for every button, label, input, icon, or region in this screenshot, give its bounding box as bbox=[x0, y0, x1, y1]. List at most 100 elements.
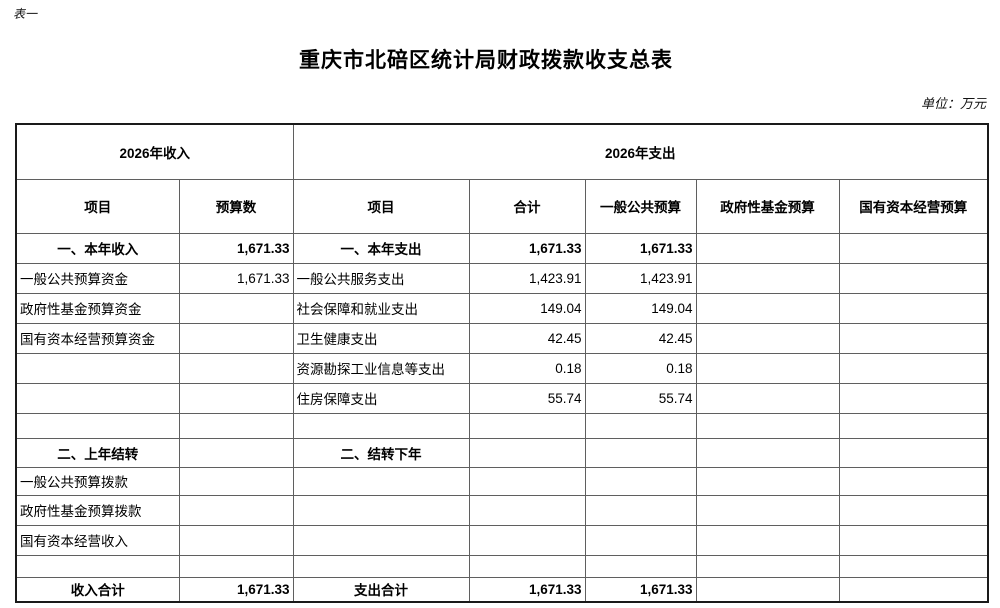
expense-item-cell: 卫生健康支出 bbox=[292, 322, 470, 354]
expense-item-cell: 资源勘探工业信息等支出 bbox=[292, 352, 470, 384]
expense-item-cell bbox=[292, 524, 470, 556]
income-amount-cell: 1,671.33 bbox=[178, 262, 294, 294]
expense-general-budget-cell: 149.04 bbox=[584, 292, 697, 324]
income-amount-cell bbox=[178, 524, 294, 556]
expense-item-header: 项目 bbox=[292, 178, 470, 234]
budget-summary-table: 2026年收入 2026年支出 项目 预算数 项目 合计 一般公共预算 政府性基… bbox=[15, 123, 990, 603]
expense-total-cell: 0.18 bbox=[468, 352, 586, 384]
income-item-cell: 政府性基金预算拨款 bbox=[15, 494, 180, 526]
expense-total-cell bbox=[468, 554, 586, 578]
page-title: 重庆市北碚区统计局财政拨款收支总表 bbox=[299, 49, 673, 72]
table-row: 一、本年收入 1,671.33 一、本年支出 1,671.33 1,671.33 bbox=[15, 232, 989, 264]
expense-statecapital-budget-cell bbox=[838, 524, 989, 556]
table-row: 国有资本经营预算资金 卫生健康支出 42.45 42.45 bbox=[15, 322, 989, 354]
expense-statecapital-budget-cell bbox=[838, 466, 989, 496]
expense-total-cell bbox=[468, 524, 586, 556]
expense-govfund-budget-cell bbox=[695, 322, 840, 354]
expense-statecapital-budget-cell bbox=[838, 437, 989, 468]
expense-total-cell: 149.04 bbox=[468, 292, 586, 324]
expense-statecapital-budget-cell bbox=[838, 352, 989, 384]
income-item-cell bbox=[15, 352, 180, 384]
expense-govfund-budget-cell bbox=[695, 412, 840, 439]
expense-govfund-budget-cell bbox=[695, 352, 840, 384]
expense-general-budget-cell: 0.18 bbox=[584, 352, 697, 384]
income-group-header: 2026年收入 bbox=[15, 123, 294, 180]
expense-general-budget-cell bbox=[584, 494, 697, 526]
income-amount-cell bbox=[178, 412, 294, 439]
expense-govfund-budget-cell bbox=[695, 494, 840, 526]
table-row: 政府性基金预算资金 社会保障和就业支出 149.04 149.04 bbox=[15, 292, 989, 324]
expense-total-cell: 1,671.33 bbox=[468, 576, 586, 603]
expense-govfund-budget-cell bbox=[695, 554, 840, 578]
income-item-cell: 一般公共预算资金 bbox=[15, 262, 180, 294]
income-item-cell: 国有资本经营预算资金 bbox=[15, 322, 180, 354]
income-amount-cell bbox=[178, 292, 294, 324]
income-item-cell: 政府性基金预算资金 bbox=[15, 292, 180, 324]
income-amount-cell bbox=[178, 352, 294, 384]
expense-govfund-budget-cell bbox=[695, 382, 840, 414]
expense-total-cell: 1,671.33 bbox=[468, 232, 586, 264]
expense-general-budget-cell: 1,423.91 bbox=[584, 262, 697, 294]
expense-statecapital-budget-cell bbox=[838, 576, 989, 603]
income-amount-cell bbox=[178, 554, 294, 578]
expense-item-cell bbox=[292, 554, 470, 578]
expense-item-cell: 二、结转下年 bbox=[292, 437, 470, 468]
expense-govfund-budget-cell bbox=[695, 437, 840, 468]
table-corner-label: 表一 bbox=[13, 7, 38, 21]
expense-govfund-budget-header: 政府性基金预算 bbox=[695, 178, 840, 234]
income-amount-cell bbox=[178, 322, 294, 354]
column-header-row: 项目 预算数 项目 合计 一般公共预算 政府性基金预算 国有资本经营预算 bbox=[15, 178, 989, 234]
income-budget-header: 预算数 bbox=[178, 178, 294, 234]
income-item-cell bbox=[15, 382, 180, 414]
expense-general-budget-cell bbox=[584, 466, 697, 496]
table-row: 一般公共预算拨款 bbox=[15, 466, 989, 496]
expense-statecapital-budget-cell bbox=[838, 292, 989, 324]
income-item-cell: 国有资本经营收入 bbox=[15, 524, 180, 556]
expense-general-budget-cell bbox=[584, 412, 697, 439]
expense-govfund-budget-cell bbox=[695, 524, 840, 556]
expense-general-budget-cell bbox=[584, 524, 697, 556]
expense-total-cell: 1,423.91 bbox=[468, 262, 586, 294]
income-item-cell: 二、上年结转 bbox=[15, 437, 180, 468]
expense-general-budget-cell bbox=[584, 437, 697, 468]
expense-item-cell: 一般公共服务支出 bbox=[292, 262, 470, 294]
expense-govfund-budget-cell bbox=[695, 466, 840, 496]
expense-item-cell bbox=[292, 412, 470, 439]
expense-general-budget-cell: 1,671.33 bbox=[584, 576, 697, 603]
table-row bbox=[15, 554, 989, 578]
income-total-amount-cell: 1,671.33 bbox=[178, 576, 294, 603]
expense-general-budget-cell: 1,671.33 bbox=[584, 232, 697, 264]
expense-general-budget-cell: 42.45 bbox=[584, 322, 697, 354]
income-amount-cell bbox=[178, 382, 294, 414]
expense-statecapital-budget-cell bbox=[838, 382, 989, 414]
unit-note: 单位：万元 bbox=[920, 97, 986, 112]
expense-statecapital-budget-cell bbox=[838, 322, 989, 354]
income-item-header: 项目 bbox=[15, 178, 180, 234]
expense-statecapital-budget-cell bbox=[838, 554, 989, 578]
expense-item-cell: 一、本年支出 bbox=[292, 232, 470, 264]
expense-statecapital-budget-cell bbox=[838, 412, 989, 439]
expense-govfund-budget-cell bbox=[695, 232, 840, 264]
expense-general-budget-cell bbox=[584, 554, 697, 578]
expense-total-cell bbox=[468, 437, 586, 468]
income-amount-cell bbox=[178, 437, 294, 468]
expense-total-cell bbox=[468, 494, 586, 526]
income-item-cell bbox=[15, 412, 180, 439]
expense-group-header: 2026年支出 bbox=[292, 123, 989, 180]
table-row: 住房保障支出 55.74 55.74 bbox=[15, 382, 989, 414]
income-item-cell: 一、本年收入 bbox=[15, 232, 180, 264]
expense-statecapital-budget-cell bbox=[838, 232, 989, 264]
table-row: 国有资本经营收入 bbox=[15, 524, 989, 556]
expense-item-cell: 住房保障支出 bbox=[292, 382, 470, 414]
income-amount-cell bbox=[178, 466, 294, 496]
table-row: 政府性基金预算拨款 bbox=[15, 494, 989, 526]
income-item-cell bbox=[15, 554, 180, 578]
expense-total-cell: 55.74 bbox=[468, 382, 586, 414]
expense-total-cell bbox=[468, 466, 586, 496]
table-row: 一般公共预算资金 1,671.33 一般公共服务支出 1,423.91 1,42… bbox=[15, 262, 989, 294]
group-header-row: 2026年收入 2026年支出 bbox=[15, 123, 989, 180]
expense-general-budget-cell: 55.74 bbox=[584, 382, 697, 414]
expense-statecapital-budget-header: 国有资本经营预算 bbox=[838, 178, 989, 234]
table-row bbox=[15, 412, 989, 439]
